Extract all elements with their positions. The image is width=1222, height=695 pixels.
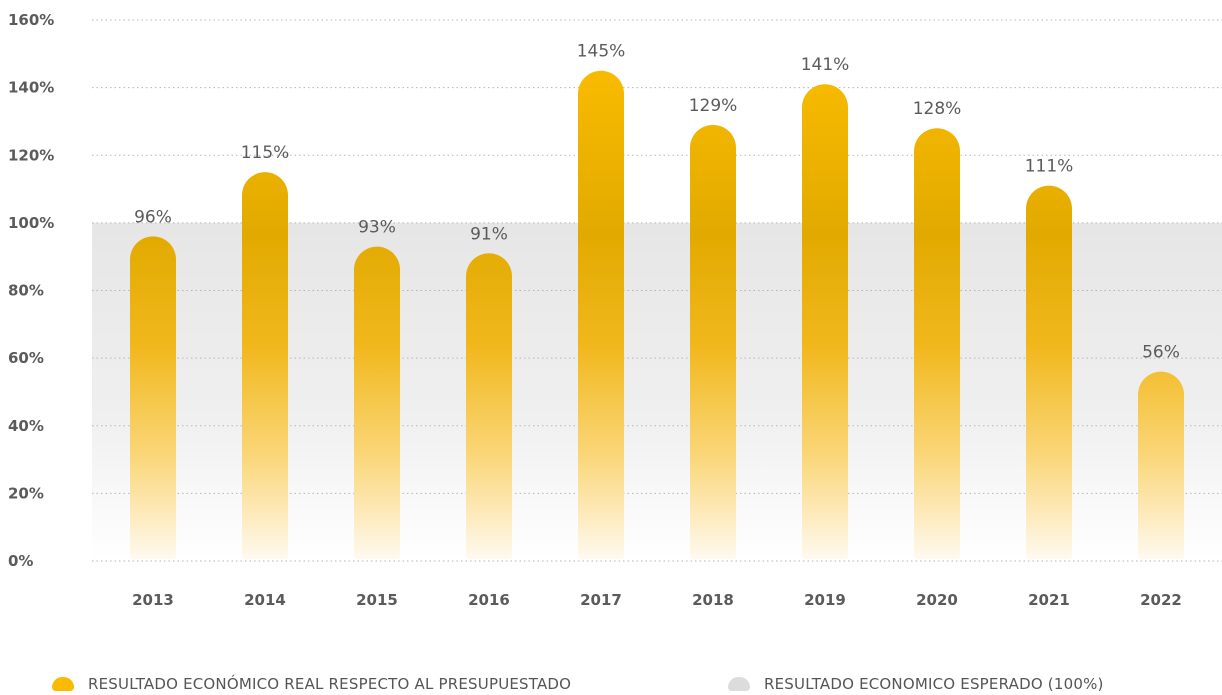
legend-swatch-expected [728, 677, 750, 691]
bar-2017 [578, 70, 624, 560]
data-label-2014: 115% [241, 143, 290, 163]
bar-2016 [466, 253, 512, 559]
y-tick-label: 160% [8, 11, 54, 29]
y-tick-label: 100% [8, 214, 54, 232]
y-tick-label: 20% [8, 484, 44, 502]
x-tick-label-2015: 2015 [356, 591, 398, 609]
data-label-2015: 93% [358, 218, 396, 238]
bar-2015 [354, 246, 400, 560]
x-tick-label-2013: 2013 [132, 591, 174, 609]
data-label-2022: 56% [1142, 343, 1180, 363]
y-tick-label: 0% [8, 552, 33, 570]
legend-label-real: RESULTADO ECONÓMICO REAL RESPECTO AL PRE… [88, 675, 572, 693]
x-tick-label-2016: 2016 [468, 591, 510, 609]
x-tick-label-2021: 2021 [1028, 591, 1070, 609]
x-tick-label-2018: 2018 [692, 591, 734, 609]
bar-2019 [802, 84, 848, 560]
legend-label-expected: RESULTADO ECONOMICO ESPERADO (100%) [764, 675, 1104, 693]
legend-item-real: RESULTADO ECONÓMICO REAL RESPECTO AL PRE… [52, 673, 571, 695]
data-label-2018: 129% [689, 96, 738, 116]
x-tick-label-2022: 2022 [1140, 591, 1182, 609]
x-axis-ticks: 2013 2014 2015 2016 2017 2018 2019 2020 2021 2022 [132, 591, 1182, 609]
legend-item-expected: RESULTADO ECONOMICO ESPERADO (100%) [728, 673, 1104, 695]
y-tick-label: 120% [8, 146, 54, 164]
y-tick-label: 80% [8, 282, 44, 300]
y-axis-ticks: 0% 20% 40% 60% 80% 100% 120% 140% 160% [8, 11, 54, 570]
bar-2018 [690, 124, 736, 560]
data-label-2016: 91% [470, 224, 508, 244]
y-tick-label: 40% [8, 417, 44, 435]
data-label-2021: 111% [1025, 157, 1074, 177]
y-tick-label: 140% [8, 79, 54, 97]
y-tick-label: 60% [8, 349, 44, 367]
x-tick-label-2019: 2019 [804, 591, 846, 609]
bar-2013 [130, 236, 176, 559]
x-tick-label-2020: 2020 [916, 591, 958, 609]
bars [130, 70, 1184, 560]
data-labels: 96% 115% 93% 91% 145% 129% 141% 128% 111% 56% [134, 42, 1180, 363]
bar-2022 [1138, 371, 1184, 559]
data-label-2013: 96% [134, 207, 172, 227]
data-label-2019: 141% [801, 55, 850, 75]
data-label-2017: 145% [577, 42, 626, 62]
x-tick-label-2014: 2014 [244, 591, 286, 609]
bar-2020 [914, 128, 960, 559]
data-label-2020: 128% [913, 99, 962, 119]
legend-swatch-real [52, 677, 74, 691]
bar-2014 [242, 172, 288, 560]
bar-2021 [1026, 185, 1072, 559]
x-tick-label-2017: 2017 [580, 591, 622, 609]
